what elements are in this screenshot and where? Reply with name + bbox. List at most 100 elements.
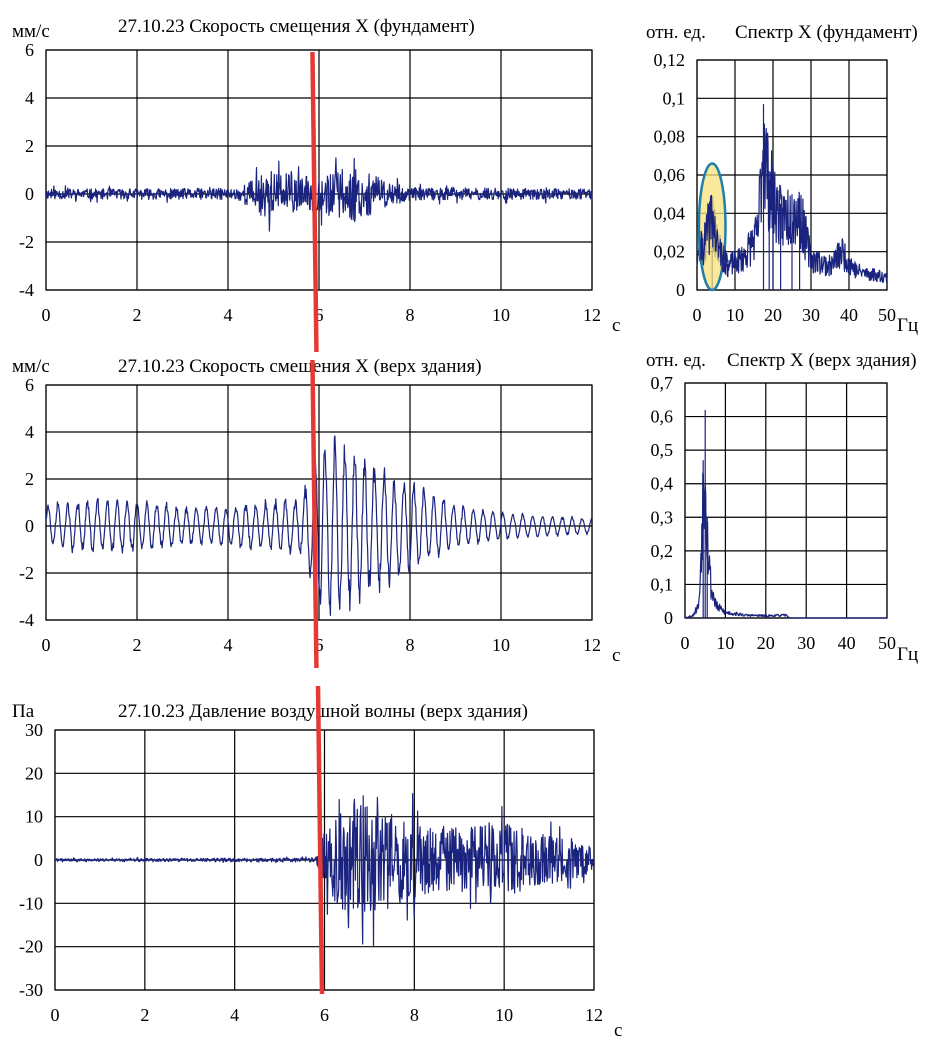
y-tick-label: 0,08 [654, 127, 686, 147]
x-tick-label: 0 [693, 305, 702, 325]
x-tick-label: 10 [726, 305, 744, 325]
y-tick-label: 0,1 [663, 88, 686, 108]
plot-frame [684, 382, 888, 619]
chart-top-spectrum: отн. ед. Спектр X (верх здания) Гц [646, 350, 918, 665]
x-tick-label: 50 [878, 633, 896, 653]
y-tick-label: 0 [34, 850, 43, 870]
x-tick-label: 12 [583, 305, 601, 325]
y-unit-label: мм/с [12, 21, 50, 42]
y-tick-label: 2 [25, 136, 34, 156]
x-tick-label: 20 [757, 633, 775, 653]
y-tick-label: 6 [25, 375, 34, 395]
series-line-foundation-velocity [45, 157, 593, 232]
y-tick-label: 0,04 [654, 203, 686, 223]
y-tick-label: 0 [25, 516, 34, 536]
series-line-top-velocity [45, 435, 593, 617]
chart-title: 27.10.23 Скорость смещения X (верх здани… [118, 356, 482, 377]
chart-title: 27.10.23 Давление воздушной волны (верх … [118, 701, 528, 722]
x-tick-label: 0 [681, 633, 690, 653]
x-tick-label: 8 [410, 1005, 419, 1025]
y-unit-label: отн. ед. [646, 350, 706, 371]
y-tick-label: 0,06 [654, 165, 686, 185]
y-tick-label: -30 [19, 980, 43, 1000]
y-unit-label: мм/с [12, 356, 50, 377]
y-tick-label: 0,02 [654, 242, 686, 262]
plot-frame [45, 49, 593, 291]
x-tick-label: 10 [492, 635, 510, 655]
y-tick-label: 6 [25, 40, 34, 60]
x-unit-label: с [612, 645, 620, 666]
y-tick-label: 2 [25, 469, 34, 489]
y-tick-label: 4 [25, 88, 34, 108]
x-unit-label: с [614, 1020, 622, 1041]
series-line-air-pressure [54, 792, 595, 947]
event-marker-line [310, 359, 319, 669]
y-tick-label: -2 [19, 232, 34, 252]
y-tick-label: 30 [25, 720, 43, 740]
y-tick-label: -4 [19, 280, 34, 300]
x-tick-label: 10 [495, 1005, 513, 1025]
x-unit-label: с [612, 315, 620, 336]
x-tick-label: 6 [315, 305, 324, 325]
x-tick-label: 4 [230, 1005, 239, 1025]
x-tick-label: 30 [802, 305, 820, 325]
y-tick-label: 0,3 [651, 507, 674, 527]
x-tick-label: 6 [320, 1005, 329, 1025]
y-tick-label: 0 [676, 280, 685, 300]
series-line-top-spectrum [684, 472, 888, 619]
chart-top-velocity: мм/с 27.10.23 Скорость смещения X (верх … [12, 356, 620, 666]
plot-frame [45, 384, 593, 621]
y-tick-label: 0,6 [651, 407, 674, 427]
x-tick-label: 0 [42, 305, 51, 325]
x-tick-label: 50 [878, 305, 896, 325]
x-tick-label: 4 [224, 635, 233, 655]
axes-top-spectrum: 0 10 20 30 40 50 0 0,1 0,2 0,3 0,4 0,5 0,6 0,7 [651, 373, 897, 653]
x-tick-label: 2 [133, 635, 142, 655]
y-tick-label: -4 [19, 610, 34, 630]
x-tick-label: 8 [406, 635, 415, 655]
x-tick-label: 8 [406, 305, 415, 325]
y-tick-label: -2 [19, 563, 34, 583]
event-marker-line [310, 51, 319, 353]
y-tick-label: 4 [25, 422, 34, 442]
x-tick-label: 12 [583, 635, 601, 655]
x-tick-label: 10 [716, 633, 734, 653]
series-line-highlighted [700, 194, 728, 272]
y-tick-label: -10 [19, 893, 43, 913]
x-tick-label: 40 [840, 305, 858, 325]
x-tick-label: 0 [42, 635, 51, 655]
y-tick-label: 0,5 [651, 440, 674, 460]
event-marker-line [315, 685, 325, 995]
x-tick-label: 6 [315, 635, 324, 655]
y-tick-label: 0,2 [651, 541, 674, 561]
chart-air-pressure: Па 27.10.23 Давление воздушной волны (ве… [12, 701, 622, 1041]
y-tick-label: 0,12 [654, 50, 686, 70]
x-tick-label: 2 [140, 1005, 149, 1025]
chart-title: Спектр X (верх здания) [727, 350, 917, 371]
x-tick-label: 4 [224, 305, 233, 325]
x-tick-label: 30 [797, 633, 815, 653]
chart-title: Спектр X (фундамент) [735, 22, 918, 43]
y-tick-label: 0 [25, 184, 34, 204]
chart-foundation-velocity: мм/с 27.10.23 Скорость смещения X (фунда… [12, 16, 620, 336]
x-tick-label: 10 [492, 305, 510, 325]
x-unit-label: Гц [897, 315, 918, 336]
x-tick-label: 40 [838, 633, 856, 653]
y-tick-label: 0 [664, 608, 673, 628]
y-tick-label: 0,7 [651, 373, 674, 393]
y-tick-label: 0,1 [651, 574, 674, 594]
x-tick-label: 0 [51, 1005, 60, 1025]
y-unit-label: отн. ед. [646, 22, 706, 43]
x-unit-label: Гц [897, 644, 918, 665]
x-tick-label: 12 [585, 1005, 603, 1025]
y-tick-label: 20 [25, 763, 43, 783]
x-tick-label: 2 [133, 305, 142, 325]
x-tick-label: 20 [764, 305, 782, 325]
axes-foundation-velocity: 0 2 4 6 8 10 12 -4 -2 0 2 4 6 [19, 40, 601, 325]
y-tick-label: -20 [19, 937, 43, 957]
y-tick-label: 0,4 [651, 474, 674, 494]
chart-title: 27.10.23 Скорость смещения X (фундамент) [118, 16, 475, 37]
chart-foundation-spectrum: отн. ед. Спектр X (фундамент) Гц [646, 22, 918, 336]
y-tick-label: 10 [25, 807, 43, 827]
